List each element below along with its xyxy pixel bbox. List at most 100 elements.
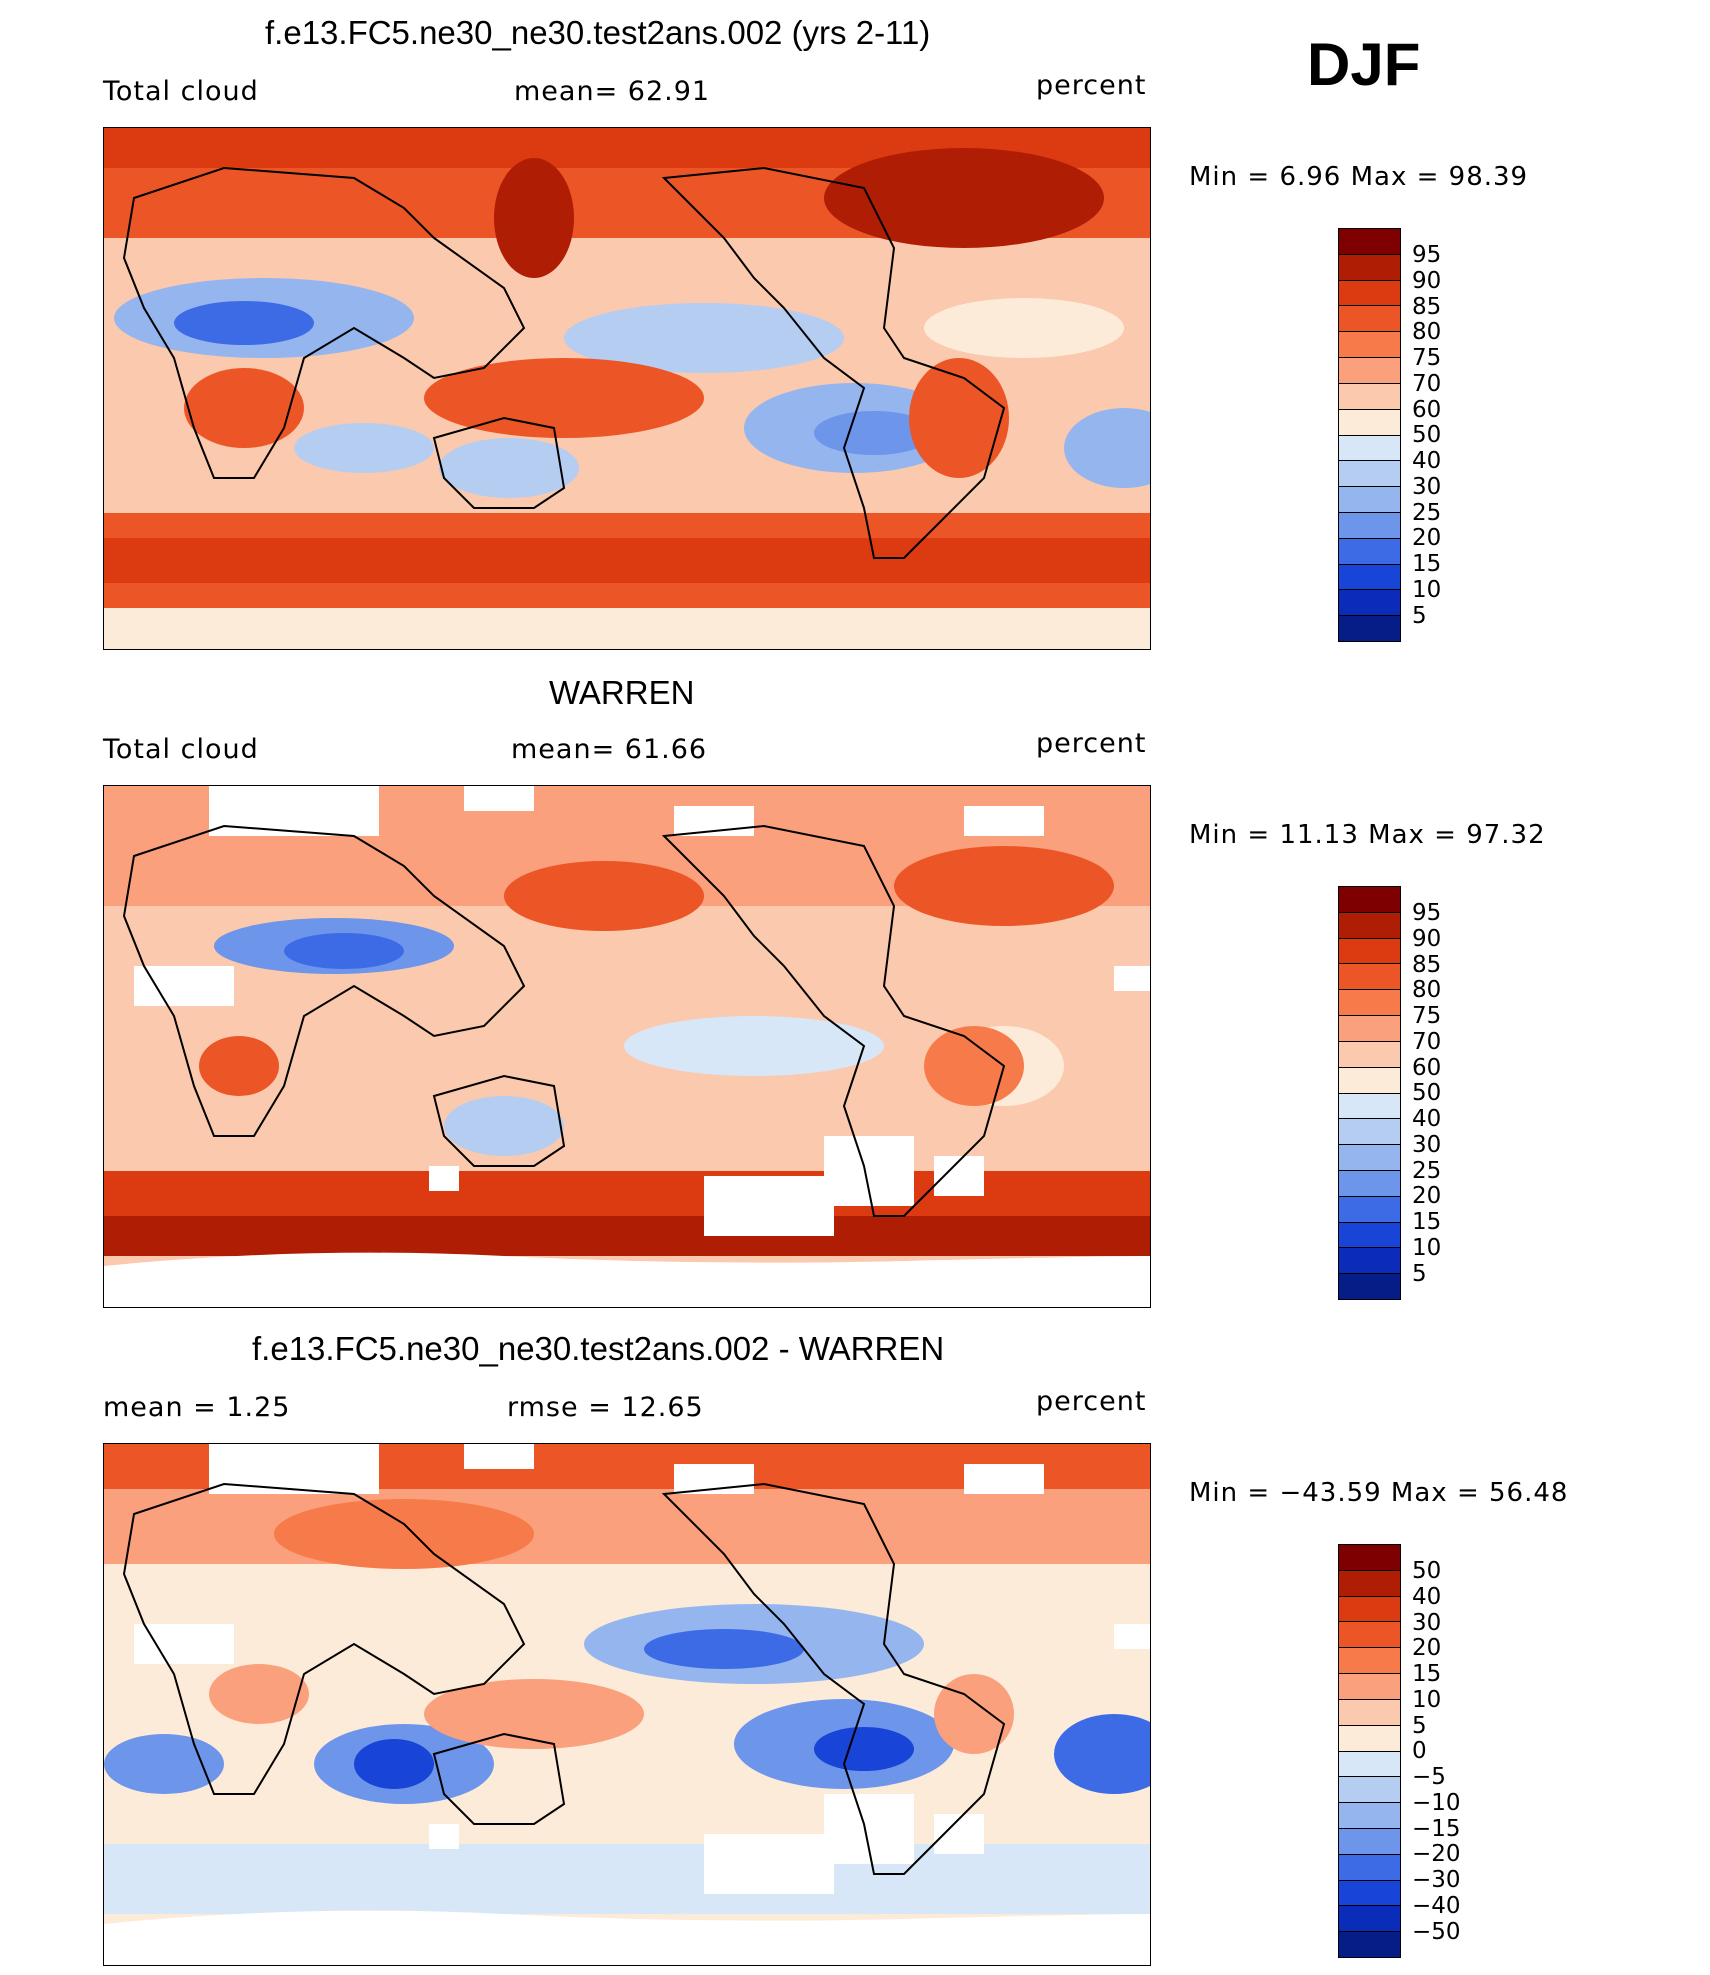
panel-3-min-max: Min = −43.59 Max = 56.48 bbox=[1189, 1478, 1569, 1508]
colorbar-segment bbox=[1339, 538, 1400, 565]
panel-2-contour-field bbox=[104, 786, 1150, 1307]
panel-1-map bbox=[103, 127, 1151, 650]
colorbar-tick-label: 90 bbox=[1412, 925, 1442, 952]
colorbar-segment bbox=[1339, 1932, 1400, 1957]
colorbar-tick-label: 25 bbox=[1412, 1157, 1442, 1184]
colorbar-tick-label: 50 bbox=[1412, 1558, 1442, 1584]
panel-3-contour-field bbox=[104, 1444, 1150, 1965]
colorbar-tick-label: −30 bbox=[1412, 1867, 1461, 1893]
panel-1-mean-label: mean= 62.91 bbox=[514, 76, 711, 107]
colorbar-tick-label: 5 bbox=[1412, 1260, 1427, 1287]
colorbar-segment bbox=[1339, 1248, 1400, 1275]
panel-3-title: f.e13.FC5.ne30_ne30.test2ans.002 - WARRE… bbox=[252, 1330, 945, 1367]
colorbar-segment bbox=[1339, 1751, 1400, 1778]
colorbar-segment bbox=[1339, 1196, 1400, 1223]
colorbar-segment bbox=[1339, 1545, 1400, 1571]
colorbar-tick-label: 20 bbox=[1412, 1635, 1442, 1662]
colorbar-segment bbox=[1339, 590, 1400, 617]
panel-2-title: WARREN bbox=[549, 674, 695, 711]
colorbar-tick-label: 80 bbox=[1412, 319, 1442, 346]
colorbar-tick-label: −10 bbox=[1412, 1789, 1461, 1816]
colorbar-segment bbox=[1339, 1803, 1400, 1829]
panel-1-units-label: percent bbox=[1036, 70, 1147, 101]
colorbar-segment bbox=[1339, 461, 1400, 488]
colorbar-segment bbox=[1339, 1067, 1400, 1094]
colorbar-segment bbox=[1339, 280, 1400, 307]
colorbar-segment bbox=[1339, 1648, 1400, 1675]
panel-3-map bbox=[103, 1443, 1151, 1966]
colorbar-segment bbox=[1339, 1880, 1400, 1907]
colorbar-tick-label: 75 bbox=[1412, 1003, 1442, 1029]
colorbar-segment bbox=[1339, 1170, 1400, 1197]
colorbar-segment bbox=[1339, 1777, 1400, 1804]
colorbar-segment bbox=[1339, 887, 1400, 913]
colorbar-segment bbox=[1339, 409, 1400, 436]
colorbar-tick-label: 10 bbox=[1412, 576, 1442, 603]
colorbar-segment bbox=[1339, 1222, 1400, 1249]
colorbar-segment bbox=[1339, 990, 1400, 1017]
colorbar-tick-label: 15 bbox=[1412, 1661, 1442, 1687]
colorbar-tick-label: 50 bbox=[1412, 422, 1442, 449]
panel-3-units-label: percent bbox=[1036, 1386, 1147, 1417]
colorbar-tick-label: 25 bbox=[1412, 499, 1442, 526]
colorbar-segment bbox=[1339, 1570, 1400, 1597]
panel-1-contour-field bbox=[104, 128, 1150, 649]
colorbar-tick-label: 70 bbox=[1412, 1028, 1442, 1055]
panel-3-rmse-label: rmse = 12.65 bbox=[507, 1392, 704, 1423]
colorbar-segment bbox=[1339, 487, 1400, 513]
colorbar-segment bbox=[1339, 1828, 1400, 1855]
colorbar-tick-label: 70 bbox=[1412, 370, 1442, 397]
colorbar-tick-label: 40 bbox=[1412, 448, 1442, 474]
colorbar-tick-label: 50 bbox=[1412, 1080, 1442, 1107]
colorbar-segment bbox=[1339, 1041, 1400, 1068]
colorbar-tick-label: −40 bbox=[1412, 1892, 1461, 1919]
colorbar-tick-label: −20 bbox=[1412, 1841, 1461, 1868]
panel-2-units-label: percent bbox=[1036, 728, 1147, 759]
colorbar-segment bbox=[1339, 1093, 1400, 1120]
colorbar-tick-label: 95 bbox=[1412, 242, 1442, 268]
colorbar-segment bbox=[1339, 1016, 1400, 1042]
colorbar-tick-label: 30 bbox=[1412, 1609, 1442, 1636]
panel-2-map bbox=[103, 785, 1151, 1308]
panel-1-variable-label: Total cloud bbox=[103, 76, 259, 107]
colorbar-segment bbox=[1339, 964, 1400, 991]
colorbar-tick-label: 40 bbox=[1412, 1106, 1442, 1132]
colorbar-segment bbox=[1339, 938, 1400, 965]
colorbar-tick-label: 30 bbox=[1412, 1131, 1442, 1158]
colorbar-tick-label: 95 bbox=[1412, 900, 1442, 926]
colorbar-tick-label: 15 bbox=[1412, 1209, 1442, 1235]
colorbar-segment bbox=[1339, 332, 1400, 359]
panel-3-mean-label: mean = 1.25 bbox=[103, 1392, 291, 1423]
colorbar-tick-label: 0 bbox=[1412, 1738, 1427, 1765]
colorbar-tick-label: −50 bbox=[1412, 1918, 1461, 1945]
colorbar-segment bbox=[1339, 306, 1400, 333]
colorbar-tick-label: 75 bbox=[1412, 345, 1442, 371]
panel-1-min-max: Min = 6.96 Max = 98.39 bbox=[1189, 162, 1529, 192]
colorbar-tick-label: 85 bbox=[1412, 293, 1442, 320]
panel-1-title: f.e13.FC5.ne30_ne30.test2ans.002 (yrs 2-… bbox=[265, 14, 931, 51]
colorbar-tick-label: 60 bbox=[1412, 1054, 1442, 1081]
colorbar-segment bbox=[1339, 254, 1400, 281]
colorbar-tick-label: 10 bbox=[1412, 1686, 1442, 1713]
colorbar-tick-label: 10 bbox=[1412, 1234, 1442, 1261]
colorbar-tick-label: 5 bbox=[1412, 1712, 1427, 1739]
colorbar-segment bbox=[1339, 1596, 1400, 1623]
colorbar-segment bbox=[1339, 912, 1400, 939]
colorbar-segment bbox=[1339, 512, 1400, 539]
colorbar-tick-label: 15 bbox=[1412, 551, 1442, 577]
colorbar-tick-label: 20 bbox=[1412, 525, 1442, 552]
panel-2-min-max: Min = 11.13 Max = 97.32 bbox=[1189, 820, 1546, 850]
colorbar-tick-label: −5 bbox=[1412, 1764, 1446, 1790]
colorbar-tick-label: 30 bbox=[1412, 473, 1442, 500]
colorbar-segment bbox=[1339, 1725, 1400, 1752]
panel-1-colorbar bbox=[1338, 228, 1401, 642]
colorbar-segment bbox=[1339, 564, 1400, 591]
colorbar-segment bbox=[1339, 1906, 1400, 1933]
colorbar-segment bbox=[1339, 616, 1400, 641]
colorbar-segment bbox=[1339, 1854, 1400, 1881]
panel-2-variable-label: Total cloud bbox=[103, 734, 259, 765]
colorbar-tick-label: 5 bbox=[1412, 602, 1427, 629]
colorbar-tick-label: 80 bbox=[1412, 977, 1442, 1004]
panel-3-colorbar bbox=[1338, 1544, 1401, 1958]
colorbar-segment bbox=[1339, 229, 1400, 255]
